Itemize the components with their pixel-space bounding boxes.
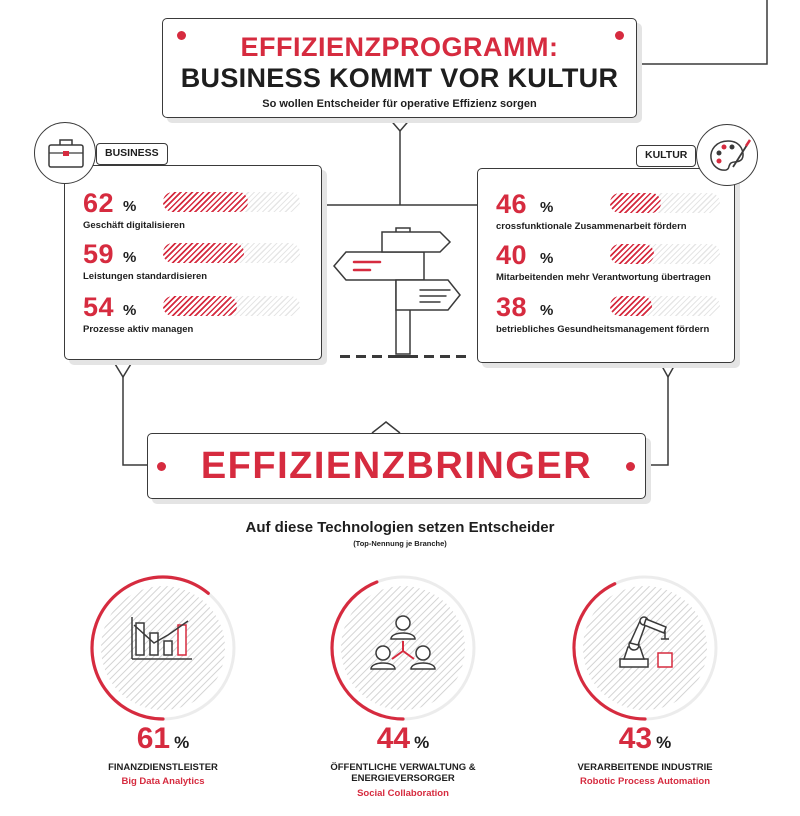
header-dot-left — [177, 31, 186, 40]
kultur-bar-fill-3 — [610, 296, 652, 316]
kultur-label-2: Mitarbeitenden mehr Verantwortung übertr… — [496, 272, 711, 283]
kultur-label-1: crossfunktionale Zusammenarbeit fördern — [496, 221, 687, 232]
business-unit-2: % — [123, 249, 137, 266]
value-finanz-number: 61 — [136, 722, 171, 755]
header-title-line2: BUSINESS KOMMT VOR KULTUR — [180, 63, 619, 93]
people-network-icon — [370, 615, 436, 670]
business-value-3: 54 — [83, 292, 115, 322]
ring-disc-1 — [101, 586, 225, 710]
header-title-line1: EFFIZIENZPROGRAMM: — [240, 32, 559, 62]
briefcase-icon — [48, 139, 84, 168]
sector-industrie: VERARBEITENDE INDUSTRIE — [577, 762, 713, 773]
value-finanz-unit: % — [174, 733, 190, 752]
technology-finanz: Big Data Analytics — [121, 776, 205, 787]
business-value-1: 62 — [83, 188, 115, 218]
sector-finanz: FINANZDIENSTLEISTER — [108, 762, 218, 773]
header-dot-right — [615, 31, 624, 40]
kultur-label-3: betriebliches Gesundheitsmanagement förd… — [496, 324, 710, 335]
value-industrie: 43% — [545, 722, 745, 756]
kultur-bar-3 — [610, 296, 720, 316]
bar-chart-icon — [131, 617, 192, 660]
value-finanz: 61% — [63, 722, 263, 756]
business-row-1: 62 % Geschäft digitalisieren — [83, 188, 308, 238]
ring-disc-3 — [583, 586, 707, 710]
business-bar-2 — [163, 243, 300, 263]
value-verwaltung: 44% — [303, 722, 503, 756]
kultur-bar-1 — [610, 193, 720, 213]
kultur-row-2: 40 % Mitarbeitenden mehr Verantwortung ü… — [496, 240, 726, 290]
business-label-1: Geschäft digitalisieren — [83, 220, 185, 231]
kultur-bar-fill-1 — [610, 193, 661, 213]
effizienzbringer-title: EFFIZIENZBRINGER — [200, 445, 593, 487]
business-bar-1 — [163, 192, 300, 212]
ring-finanzdienstleister — [88, 573, 238, 723]
kultur-unit-2: % — [540, 250, 554, 267]
business-row-2: 59 % Leistungen standardisieren — [83, 239, 308, 289]
value-industrie-number: 43 — [618, 722, 653, 755]
business-bar-fill-2 — [163, 243, 244, 263]
kultur-tag: KULTUR — [636, 145, 697, 167]
kultur-bar-fill-2 — [610, 244, 654, 264]
kultur-row-3: 38 % betriebliches Gesundheitsmanagement… — [496, 292, 726, 342]
technology-industrie: Robotic Process Automation — [579, 776, 711, 787]
business-tag: BUSINESS — [96, 143, 168, 165]
ring-arc-3 — [572, 582, 647, 721]
value-verwaltung-unit: % — [414, 733, 430, 752]
kultur-box: 46 % crossfunktionale Zusammenarbeit för… — [477, 168, 735, 363]
kultur-value-2: 40 — [496, 240, 528, 270]
value-industrie-unit: % — [656, 733, 672, 752]
kultur-unit-1: % — [540, 199, 554, 216]
ring-verarbeitende-industrie — [570, 573, 720, 723]
effizienzbringer-box: EFFIZIENZBRINGER — [147, 433, 646, 499]
business-unit-3: % — [123, 302, 137, 319]
sector-verwaltung-line1: ÖFFENTLICHE VERWALTUNG & — [330, 762, 476, 773]
header-subtitle: So wollen Entscheider für operative Effi… — [262, 98, 537, 110]
kultur-value-1: 46 — [496, 189, 528, 219]
kultur-icon-circle — [696, 124, 758, 186]
technology-verwaltung: Social Collaboration — [357, 788, 449, 799]
business-bar-fill-1 — [163, 192, 248, 212]
effizienzbringer-dot-left — [157, 462, 166, 471]
value-verwaltung-number: 44 — [376, 722, 411, 755]
business-label-3: Prozesse aktiv managen — [83, 324, 194, 335]
business-bar-fill-3 — [163, 296, 237, 316]
business-bar-3 — [163, 296, 300, 316]
kultur-bar-2 — [610, 244, 720, 264]
robot-arm-icon — [619, 616, 673, 668]
kultur-unit-3: % — [540, 302, 554, 319]
sector-verwaltung: ÖFFENTLICHE VERWALTUNG & ENERGIEVERSORGE… — [303, 762, 503, 784]
effizienzbringer-dot-right — [626, 462, 635, 471]
sector-verwaltung-line2: ENERGIEVERSORGER — [351, 773, 455, 784]
ring-arc-1 — [90, 575, 210, 721]
ring-arc-2 — [330, 580, 405, 721]
header-box: EFFIZIENZPROGRAMM: BUSINESS KOMMT VOR KU… — [162, 18, 637, 118]
kultur-value-3: 38 — [496, 292, 528, 322]
ring-oeffentliche-verwaltung — [328, 573, 478, 723]
signpost-icon — [333, 227, 461, 355]
business-box: 62 % Geschäft digitalisieren 59 % Leistu… — [64, 165, 322, 360]
kultur-row-1: 46 % crossfunktionale Zusammenarbeit för… — [496, 189, 726, 239]
palette-icon — [710, 139, 752, 171]
business-unit-1: % — [123, 198, 137, 215]
technologies-heading: Auf diese Technologien setzen Entscheide… — [245, 519, 555, 536]
business-label-2: Leistungen standardisieren — [83, 271, 208, 282]
technologies-subheading: (Top-Nennung je Branche) — [353, 539, 447, 548]
business-icon-circle — [34, 122, 96, 184]
business-row-3: 54 % Prozesse aktiv managen — [83, 292, 308, 342]
business-value-2: 59 — [83, 239, 115, 269]
